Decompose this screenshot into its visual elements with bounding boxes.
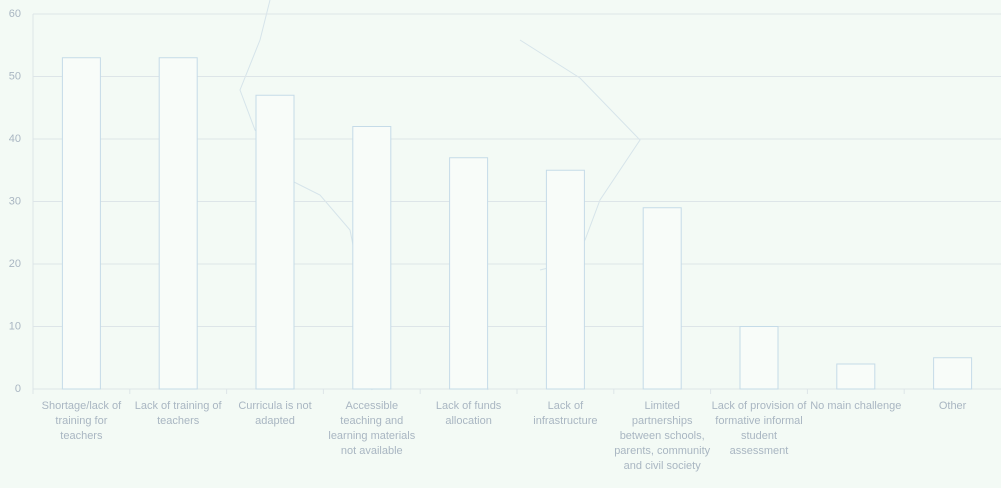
y-tick-label: 50 xyxy=(9,70,21,82)
x-tick-label: Accessible teaching and learning materia… xyxy=(328,400,416,457)
x-tick-label: No main challenge xyxy=(810,400,902,412)
bar xyxy=(836,363,876,390)
bar xyxy=(739,326,779,390)
x-tick-label: Lack of funds allocation xyxy=(435,400,502,427)
bar xyxy=(352,126,392,390)
y-tick-label: 30 xyxy=(9,195,21,207)
bar xyxy=(933,357,973,390)
bar xyxy=(158,57,198,390)
x-tick-label: Lack of provision of formative informal … xyxy=(711,400,807,457)
x-tick-label: Lack of training of teachers xyxy=(134,400,222,427)
x-tick-label: Shortage/lack of training for teachers xyxy=(41,400,122,442)
bar xyxy=(642,207,682,390)
y-tick-label: 0 xyxy=(15,383,21,395)
bar xyxy=(449,157,489,390)
x-tick-label: Lack of infrastructure xyxy=(533,400,598,427)
x-tick-label: Other xyxy=(938,400,967,412)
y-tick-label: 40 xyxy=(9,133,21,145)
bar xyxy=(61,57,101,390)
y-tick-label: 20 xyxy=(9,258,21,270)
y-tick-label: 10 xyxy=(9,320,21,332)
bar xyxy=(545,169,585,390)
x-tick-label: Limited partnerships between schools, pa… xyxy=(614,400,711,472)
y-tick-label: 60 xyxy=(9,8,21,20)
bar xyxy=(255,94,295,390)
x-tick-label: Curricula is not adapted xyxy=(238,400,312,427)
